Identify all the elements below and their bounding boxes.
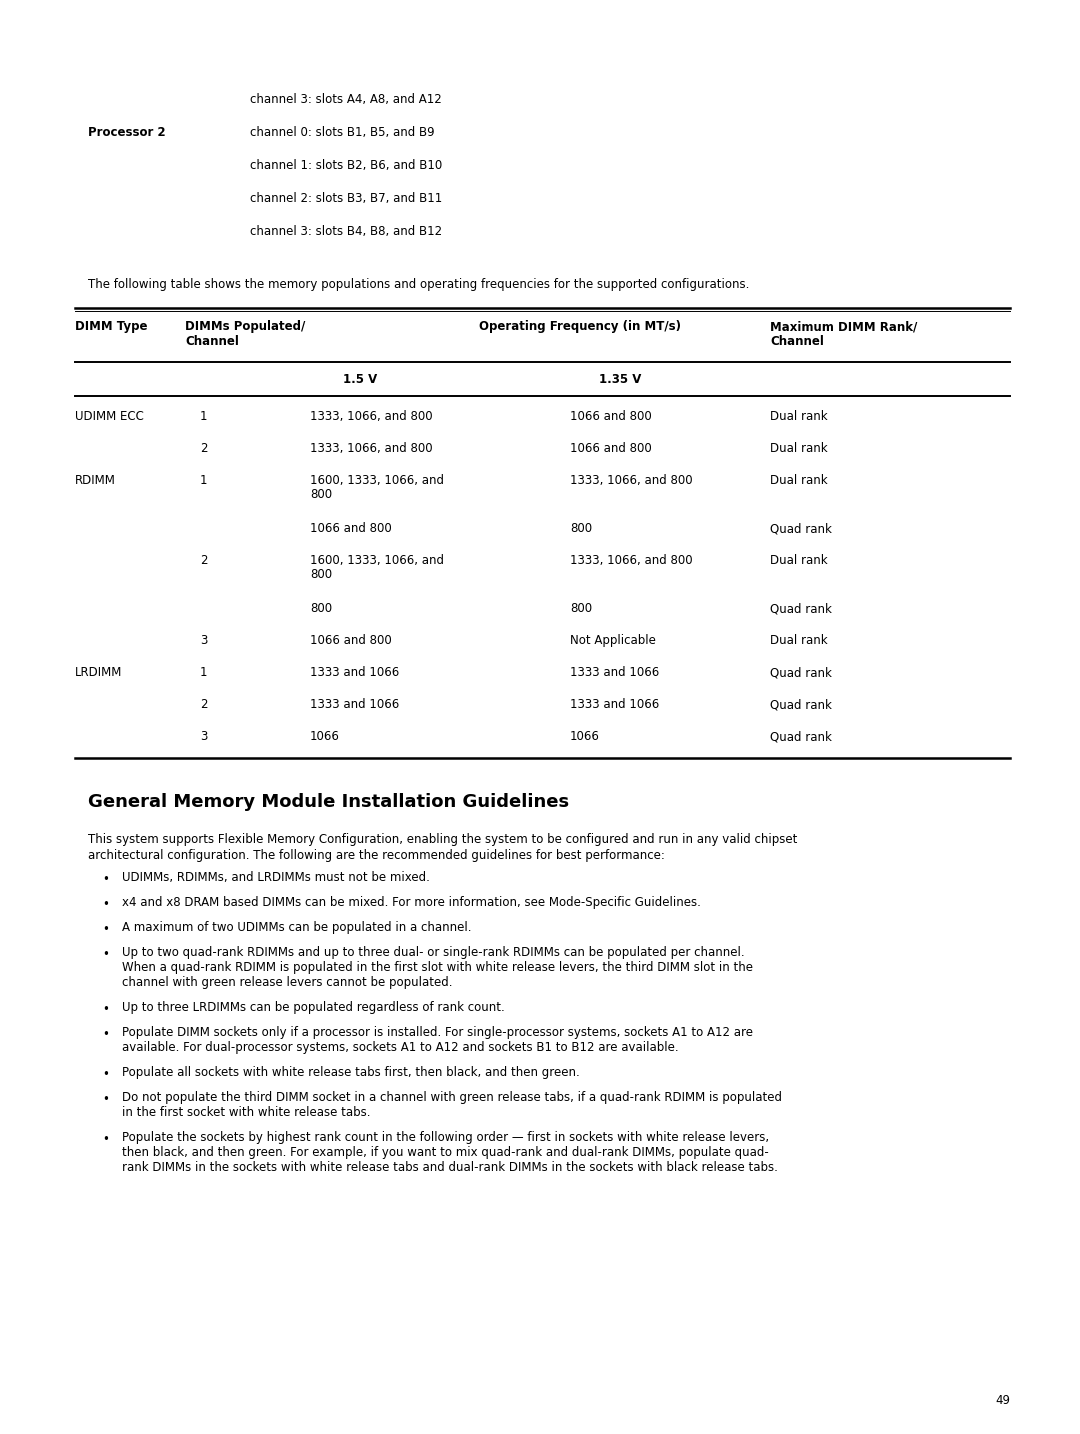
Text: available. For dual-processor systems, sockets A1 to A12 and sockets B1 to B12 a: available. For dual-processor systems, s…	[122, 1041, 678, 1054]
Text: Quad rank: Quad rank	[770, 665, 832, 680]
Text: Operating Frequency (in MT/s): Operating Frequency (in MT/s)	[480, 320, 681, 333]
Text: UDIMMs, RDIMMs, and LRDIMMs must not be mixed.: UDIMMs, RDIMMs, and LRDIMMs must not be …	[122, 870, 430, 883]
Text: 1066 and 800: 1066 and 800	[310, 634, 392, 647]
Text: 1333, 1066, and 800: 1333, 1066, and 800	[570, 475, 692, 488]
Text: channel 3: slots A4, A8, and A12: channel 3: slots A4, A8, and A12	[249, 93, 442, 106]
Text: UDIMM ECC: UDIMM ECC	[75, 410, 144, 423]
Text: •: •	[102, 1133, 109, 1146]
Text: Not Applicable: Not Applicable	[570, 634, 656, 647]
Text: 1600, 1333, 1066, and: 1600, 1333, 1066, and	[310, 475, 444, 488]
Text: rank DIMMs in the sockets with white release tabs and dual-rank DIMMs in the soc: rank DIMMs in the sockets with white rel…	[122, 1162, 778, 1174]
Text: then black, and then green. For example, if you want to mix quad-rank and dual-r: then black, and then green. For example,…	[122, 1146, 769, 1159]
Text: channel 3: slots B4, B8, and B12: channel 3: slots B4, B8, and B12	[249, 225, 442, 238]
Text: 1: 1	[200, 410, 207, 423]
Text: The following table shows the memory populations and operating frequencies for t: The following table shows the memory pop…	[87, 278, 750, 291]
Text: Up to three LRDIMMs can be populated regardless of rank count.: Up to three LRDIMMs can be populated reg…	[122, 1001, 504, 1014]
Text: •: •	[102, 1002, 109, 1017]
Text: Quad rank: Quad rank	[770, 730, 832, 743]
Text: 2: 2	[200, 442, 207, 455]
Text: architectural configuration. The following are the recommended guidelines for be: architectural configuration. The followi…	[87, 849, 665, 862]
Text: 800: 800	[310, 602, 333, 615]
Text: DIMMs Populated/
Channel: DIMMs Populated/ Channel	[185, 320, 306, 348]
Text: •: •	[102, 1028, 109, 1041]
Text: 1066: 1066	[310, 730, 340, 743]
Text: 1333 and 1066: 1333 and 1066	[310, 698, 400, 711]
Text: 1066 and 800: 1066 and 800	[570, 442, 651, 455]
Text: A maximum of two UDIMMs can be populated in a channel.: A maximum of two UDIMMs can be populated…	[122, 921, 472, 934]
Text: 3: 3	[200, 634, 207, 647]
Text: 1066 and 800: 1066 and 800	[570, 410, 651, 423]
Text: 800: 800	[310, 488, 333, 500]
Text: General Memory Module Installation Guidelines: General Memory Module Installation Guide…	[87, 793, 569, 812]
Text: 1333, 1066, and 800: 1333, 1066, and 800	[310, 410, 433, 423]
Text: 2: 2	[200, 554, 207, 566]
Text: 800: 800	[310, 568, 333, 581]
Text: 1066 and 800: 1066 and 800	[310, 522, 392, 535]
Text: Dual rank: Dual rank	[770, 442, 827, 455]
Text: •: •	[102, 1093, 109, 1106]
Text: •: •	[102, 898, 109, 911]
Text: 1333 and 1066: 1333 and 1066	[570, 665, 659, 680]
Text: 3: 3	[200, 730, 207, 743]
Text: channel 1: slots B2, B6, and B10: channel 1: slots B2, B6, and B10	[249, 159, 442, 172]
Text: LRDIMM: LRDIMM	[75, 665, 122, 680]
Text: 1: 1	[200, 475, 207, 488]
Text: 1: 1	[200, 665, 207, 680]
Text: 1066: 1066	[570, 730, 599, 743]
Text: This system supports Flexible Memory Configuration, enabling the system to be co: This system supports Flexible Memory Con…	[87, 833, 797, 846]
Text: Quad rank: Quad rank	[770, 522, 832, 535]
Text: •: •	[102, 923, 109, 936]
Text: channel 0: slots B1, B5, and B9: channel 0: slots B1, B5, and B9	[249, 126, 434, 139]
Text: •: •	[102, 1068, 109, 1081]
Text: 2: 2	[200, 698, 207, 711]
Text: Populate the sockets by highest rank count in the following order — first in soc: Populate the sockets by highest rank cou…	[122, 1131, 769, 1144]
Text: 800: 800	[570, 602, 592, 615]
Text: Processor 2: Processor 2	[87, 126, 165, 139]
Text: 1.35 V: 1.35 V	[598, 373, 642, 386]
Text: 1333 and 1066: 1333 and 1066	[310, 665, 400, 680]
Text: channel with green release levers cannot be populated.: channel with green release levers cannot…	[122, 977, 453, 989]
Text: Maximum DIMM Rank/
Channel: Maximum DIMM Rank/ Channel	[770, 320, 917, 348]
Text: 1.5 V: 1.5 V	[342, 373, 377, 386]
Text: 800: 800	[570, 522, 592, 535]
Text: Populate DIMM sockets only if a processor is installed. For single-processor sys: Populate DIMM sockets only if a processo…	[122, 1025, 753, 1040]
Text: When a quad-rank RDIMM is populated in the first slot with white release levers,: When a quad-rank RDIMM is populated in t…	[122, 961, 753, 974]
Text: in the first socket with white release tabs.: in the first socket with white release t…	[122, 1106, 370, 1119]
Text: Dual rank: Dual rank	[770, 554, 827, 566]
Text: Do not populate the third DIMM socket in a channel with green release tabs, if a: Do not populate the third DIMM socket in…	[122, 1091, 782, 1104]
Text: DIMM Type: DIMM Type	[75, 320, 148, 333]
Text: 49: 49	[995, 1394, 1010, 1407]
Text: 1333, 1066, and 800: 1333, 1066, and 800	[570, 554, 692, 566]
Text: x4 and x8 DRAM based DIMMs can be mixed. For more information, see Mode-Specific: x4 and x8 DRAM based DIMMs can be mixed.…	[122, 896, 701, 909]
Text: Quad rank: Quad rank	[770, 698, 832, 711]
Text: •: •	[102, 948, 109, 961]
Text: Up to two quad-rank RDIMMs and up to three dual- or single-rank RDIMMs can be po: Up to two quad-rank RDIMMs and up to thr…	[122, 946, 744, 959]
Text: channel 2: slots B3, B7, and B11: channel 2: slots B3, B7, and B11	[249, 192, 442, 205]
Text: Populate all sockets with white release tabs first, then black, and then green.: Populate all sockets with white release …	[122, 1065, 580, 1078]
Text: •: •	[102, 873, 109, 886]
Text: RDIMM: RDIMM	[75, 475, 116, 488]
Text: Dual rank: Dual rank	[770, 410, 827, 423]
Text: Dual rank: Dual rank	[770, 634, 827, 647]
Text: 1333, 1066, and 800: 1333, 1066, and 800	[310, 442, 433, 455]
Text: Quad rank: Quad rank	[770, 602, 832, 615]
Text: 1333 and 1066: 1333 and 1066	[570, 698, 659, 711]
Text: Dual rank: Dual rank	[770, 475, 827, 488]
Text: 1600, 1333, 1066, and: 1600, 1333, 1066, and	[310, 554, 444, 566]
